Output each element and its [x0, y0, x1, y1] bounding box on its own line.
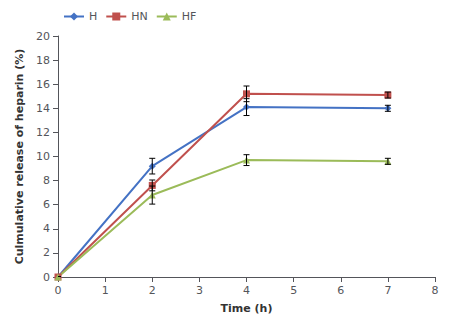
svg-text:HF: HF: [182, 10, 197, 23]
svg-text:HN: HN: [131, 10, 148, 23]
svg-text:0: 0: [43, 271, 50, 284]
svg-text:6: 6: [43, 198, 50, 211]
svg-text:16: 16: [36, 78, 50, 91]
svg-text:2: 2: [43, 246, 50, 259]
svg-text:2: 2: [149, 284, 156, 297]
svg-text:Culmulative release of heparin: Culmulative release of heparin (%): [13, 49, 26, 265]
svg-text:10: 10: [36, 150, 50, 163]
svg-text:8: 8: [432, 284, 439, 297]
svg-text:18: 18: [36, 54, 50, 67]
svg-text:4: 4: [43, 222, 50, 235]
svg-text:12: 12: [36, 126, 50, 139]
svg-text:20: 20: [36, 30, 50, 43]
svg-text:7: 7: [384, 284, 391, 297]
svg-text:1: 1: [102, 284, 109, 297]
svg-text:Time (h): Time (h): [221, 302, 273, 315]
svg-text:3: 3: [196, 284, 203, 297]
svg-text:H: H: [89, 10, 97, 23]
svg-text:4: 4: [243, 284, 250, 297]
svg-text:6: 6: [337, 284, 344, 297]
svg-text:8: 8: [43, 174, 50, 187]
svg-text:0: 0: [55, 284, 62, 297]
svg-text:5: 5: [290, 284, 297, 297]
svg-text:14: 14: [36, 102, 50, 115]
